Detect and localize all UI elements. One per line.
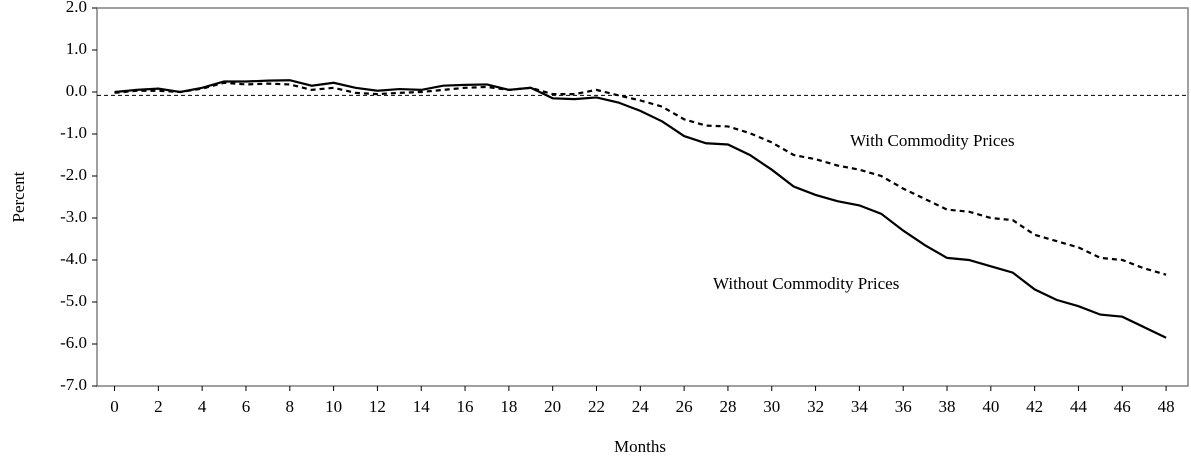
x-tick-label: 38 <box>939 397 956 416</box>
y-tick-label: -4.0 <box>60 249 87 268</box>
x-tick-label: 30 <box>763 397 780 416</box>
x-tick-label: 42 <box>1026 397 1043 416</box>
x-tick-label: 32 <box>807 397 824 416</box>
x-tick-label: 14 <box>413 397 431 416</box>
y-tick-label: 2.0 <box>66 0 87 16</box>
x-tick-label: 48 <box>1158 397 1175 416</box>
x-tick-label: 6 <box>242 397 251 416</box>
x-tick-label: 0 <box>110 397 119 416</box>
y-tick-label: -6.0 <box>60 333 87 352</box>
x-tick-label: 34 <box>851 397 869 416</box>
x-tick-label: 20 <box>544 397 561 416</box>
x-tick-label: 44 <box>1070 397 1088 416</box>
y-tick-label: -2.0 <box>60 165 87 184</box>
x-tick-label: 2 <box>154 397 163 416</box>
x-tick-label: 28 <box>719 397 736 416</box>
x-tick-label: 18 <box>500 397 517 416</box>
series-line <box>114 79 1167 339</box>
y-tick-label: 0.0 <box>66 81 87 100</box>
x-tick-label: 4 <box>198 397 207 416</box>
x-tick-label: 22 <box>588 397 605 416</box>
y-tick-label: -7.0 <box>60 375 87 394</box>
y-tick-label: 1.0 <box>66 39 87 58</box>
y-tick-label: -3.0 <box>60 207 87 226</box>
annotation: Without Commodity Prices <box>713 274 899 293</box>
series-line <box>114 81 1167 276</box>
annotation: With Commodity Prices <box>850 131 1015 150</box>
x-tick-label: 8 <box>286 397 295 416</box>
x-tick-label: 40 <box>982 397 999 416</box>
x-tick-label: 24 <box>632 397 650 416</box>
x-tick-label: 12 <box>369 397 386 416</box>
y-tick-label: -1.0 <box>60 123 87 142</box>
plot-frame <box>96 7 1189 387</box>
x-axis-label: Months <box>614 437 666 456</box>
y-axis-label: Percent <box>9 171 28 222</box>
x-tick-label: 16 <box>457 397 474 416</box>
x-tick-label: 26 <box>676 397 693 416</box>
x-tick-label: 10 <box>325 397 342 416</box>
x-tick-label: 36 <box>895 397 912 416</box>
x-tick-label: 46 <box>1114 397 1131 416</box>
y-tick-label: -5.0 <box>60 291 87 310</box>
